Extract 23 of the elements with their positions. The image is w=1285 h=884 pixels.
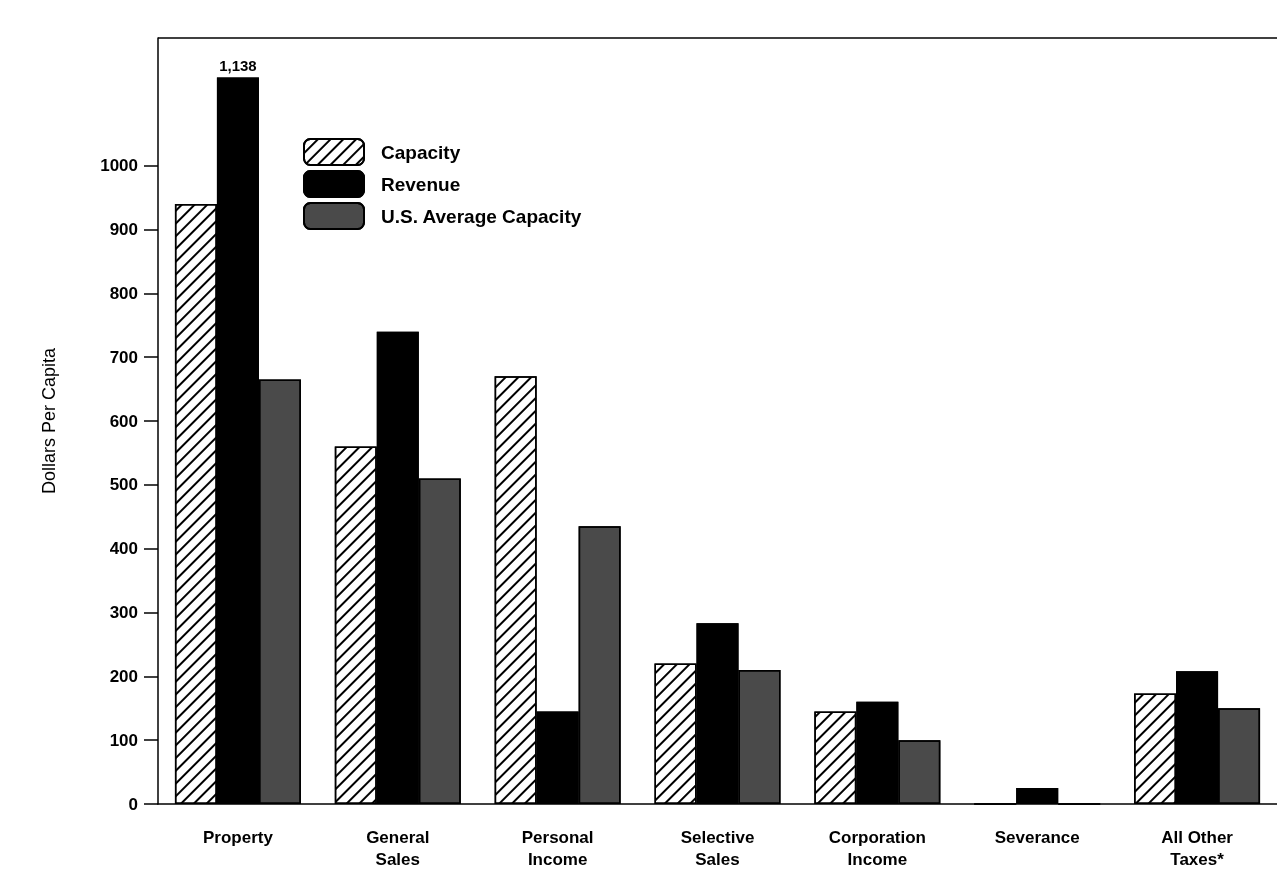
y-tick-label: 500 [109,475,138,495]
y-tick-label: 1000 [100,156,138,176]
y-tick-label: 400 [109,539,138,559]
y-tick-label: 100 [109,730,138,750]
x-tick-label: Personal Income [521,827,594,869]
legend-label: Capacity [381,141,461,163]
y-tick-label: 800 [109,283,138,303]
x-tick-label: Severance [994,827,1080,847]
x-tick-label: Property [202,827,274,847]
x-tick-label: General Sales [366,827,430,869]
y-tick-label: 300 [109,603,138,622]
x-tick-label: Selective Sales [680,827,755,869]
x-tick-label: Corporation Income [828,827,926,869]
y-tick-label: 900 [109,220,138,239]
y-tick-label: 200 [109,666,138,686]
legend-label: U.S. Average Capacity [381,205,582,227]
y-tick-label: 700 [109,347,138,367]
y-tick-label: 0 [128,794,138,814]
x-tick-label: All Other Taxes* [1161,827,1234,869]
data-label: 1,138 [219,56,257,74]
y-axis-title: Dollars Per Capita [39,346,59,495]
legend-label: Revenue [381,173,461,195]
y-tick-label: 600 [109,411,138,431]
